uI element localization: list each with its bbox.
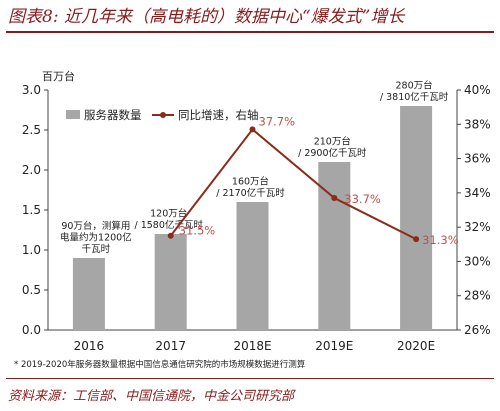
bar-annotation: / 2900亿千瓦时 <box>298 147 367 159</box>
growth-point <box>167 232 174 239</box>
y-tick-label: 3.0 <box>22 83 41 97</box>
y2-tick-label: 26% <box>464 323 491 337</box>
y-tick-label: 2.0 <box>22 163 41 177</box>
y-axis-unit-label: 百万台 <box>42 69 75 83</box>
growth-label: 31.5% <box>179 224 216 238</box>
x-tick-label: 2019E <box>315 339 353 353</box>
footnote: * 2019-2020年服务器数量根据中国信息通信研究院的市场规模数据进行测算 <box>14 360 306 370</box>
legend-line-marker <box>160 112 166 118</box>
growth-label: 31.3% <box>422 233 459 247</box>
legend-bar-swatch <box>66 110 80 119</box>
growth-point <box>413 236 420 243</box>
growth-point <box>249 126 256 133</box>
bar-annotation: / 2170亿千瓦时 <box>216 187 285 199</box>
bar-annotation: 90万台，测算用 <box>61 220 130 232</box>
bar <box>400 106 433 330</box>
y-tick-label: 0.5 <box>22 283 41 297</box>
chart-title: 图表8: 近几年来（高电耗的）数据中心“爆发式”增长 <box>8 7 405 27</box>
bar-annotation: 120万台 <box>150 208 187 220</box>
x-tick-label: 2018E <box>233 339 271 353</box>
title-divider <box>6 31 494 33</box>
legend-line-label: 同比增速，右轴 <box>178 108 259 122</box>
y-tick-label: 0.0 <box>22 323 41 337</box>
y2-tick-label: 34% <box>464 186 491 200</box>
bar-annotation: 千瓦时 <box>82 243 111 255</box>
y2-tick-label: 38% <box>464 117 491 131</box>
y2-tick-label: 32% <box>464 220 491 234</box>
bar-annotation: 210万台 <box>314 136 351 148</box>
y2-tick-label: 40% <box>464 83 491 97</box>
x-tick-label: 2020E <box>397 339 435 353</box>
x-tick-label: 2017 <box>155 339 186 353</box>
bar-annotation: 160万台 <box>232 176 269 188</box>
y-tick-label: 1.0 <box>22 243 41 257</box>
bar-annotation: / 3810亿千瓦时 <box>380 91 449 103</box>
growth-label: 33.7% <box>344 192 381 206</box>
bar <box>318 162 351 330</box>
y-tick-label: 1.5 <box>22 203 41 217</box>
growth-point <box>331 195 338 201</box>
legend-bar-label: 服务器数量 <box>84 108 142 122</box>
growth-line <box>169 127 417 241</box>
bar-annotation: / 1580亿千瓦时 <box>134 219 203 231</box>
y2-tick-label: 30% <box>464 254 491 268</box>
bar <box>72 258 105 330</box>
y2-tick-label: 28% <box>464 289 491 303</box>
growth-label: 37.7% <box>259 114 296 128</box>
bar <box>236 202 269 330</box>
bar-annotation: 280万台 <box>396 80 433 92</box>
y2-tick-label: 36% <box>464 152 491 166</box>
x-tick-label: 2016 <box>74 339 105 353</box>
source-note: 资料来源：工信部、中国信通院，中金公司研究部 <box>8 389 295 404</box>
bar <box>154 234 187 330</box>
source-divider <box>6 378 494 379</box>
y-tick-label: 2.5 <box>22 123 41 137</box>
bar-annotation: 电量约为1200亿 <box>60 232 132 244</box>
